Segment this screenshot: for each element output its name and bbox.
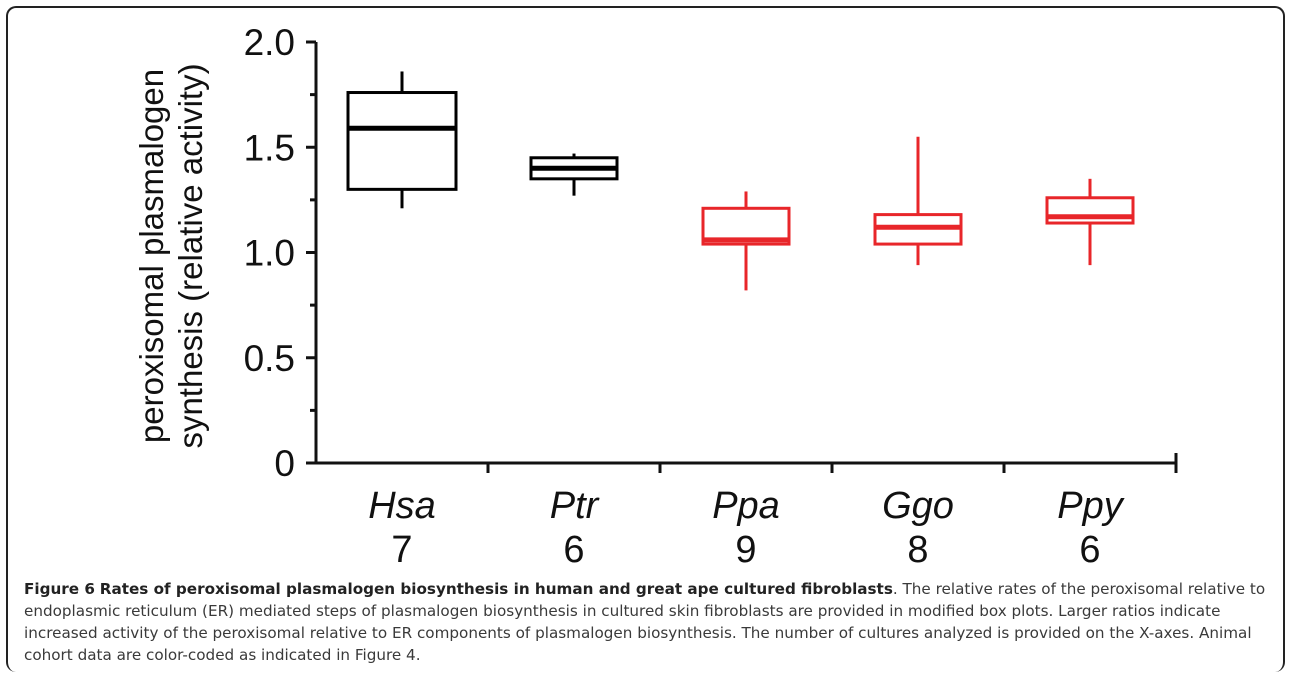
box-iqr	[346, 91, 458, 191]
x-sample-count: 6	[563, 529, 584, 570]
box-ppy	[1045, 178, 1135, 266]
x-category-label: Ggo	[882, 485, 954, 527]
y-tick-label: 0	[274, 443, 295, 484]
y-tick-label: 1.5	[244, 127, 295, 168]
y-axis-label-line1: peroxisomal plasmalogen	[133, 69, 170, 443]
x-category-label: Ppy	[1057, 485, 1124, 527]
box-iqr	[701, 206, 791, 246]
y-tick-label: 1.0	[244, 233, 295, 274]
y-tick-label: 0.5	[244, 338, 295, 379]
x-category-label: Ptr	[550, 485, 600, 527]
x-sample-count: 7	[391, 529, 412, 570]
x-category-label: Ppa	[712, 485, 780, 527]
x-sample-count: 9	[735, 529, 756, 570]
box-hsa	[346, 71, 458, 209]
box-ppa	[701, 191, 791, 291]
boxes	[346, 71, 1135, 291]
caption-title: Rates of peroxisomal plasmalogen biosynt…	[99, 580, 893, 598]
figure-caption: Figure 6 Rates of peroxisomal plasmaloge…	[24, 578, 1274, 666]
y-axis-label: peroxisomal plasmalogen synthesis (relat…	[133, 63, 209, 448]
x-sample-count: 6	[1079, 529, 1100, 570]
box-ptr	[529, 153, 619, 196]
x-sample-count: 8	[907, 529, 928, 570]
caption-figure-label: Figure 6	[24, 580, 95, 598]
x-category-label: Hsa	[368, 485, 436, 527]
box-ggo	[873, 136, 963, 266]
figure-frame	[6, 6, 1285, 672]
box-plot-chart: peroxisomal plasmalogen synthesis (relat…	[133, 22, 1178, 570]
caption-body: . The relative rates of the peroxisomal …	[24, 580, 1266, 664]
box-iqr	[1045, 196, 1135, 225]
y-axis-label-line2: synthesis (relative activity)	[172, 63, 209, 448]
y-tick-label: 2.0	[244, 22, 295, 63]
axes: 0 0.5 1.0 1.5 2.0	[244, 22, 1178, 484]
